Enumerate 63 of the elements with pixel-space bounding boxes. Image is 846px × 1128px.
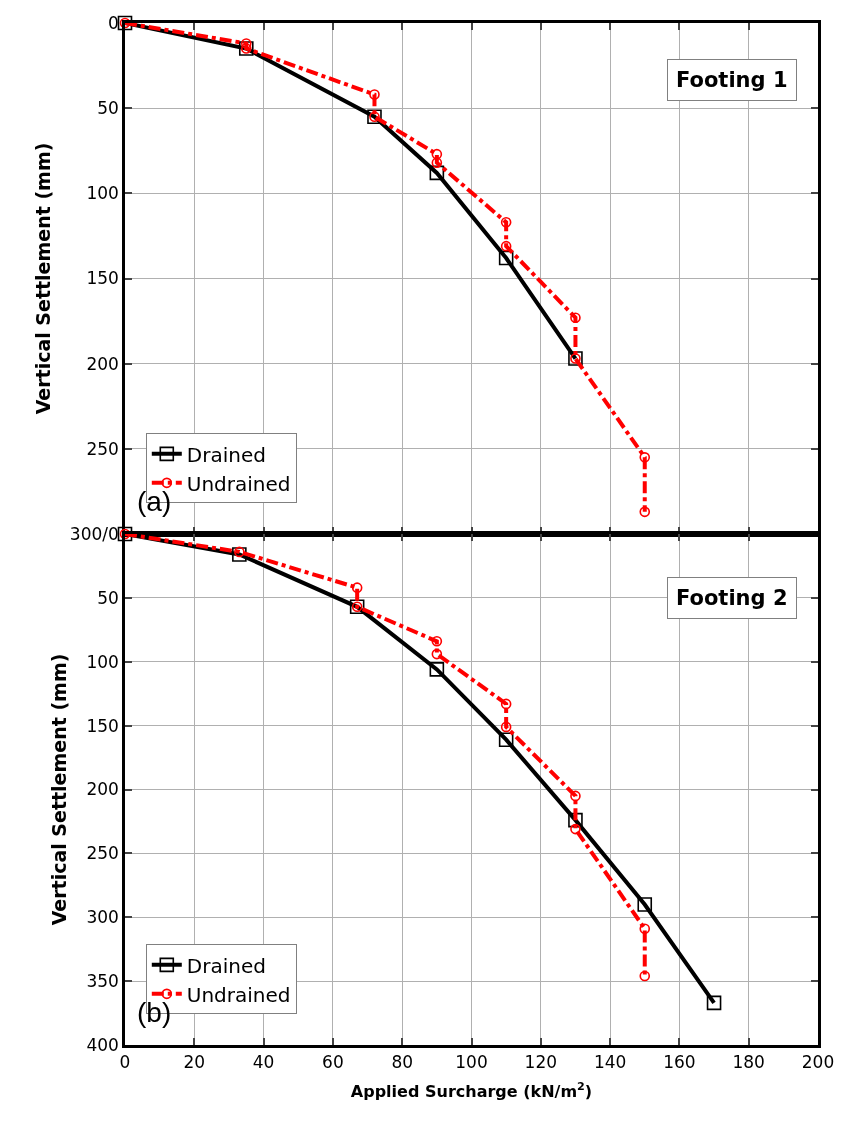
- x-tick-label: 80: [391, 1052, 414, 1073]
- point: [639, 923, 651, 935]
- point: [429, 662, 445, 677]
- y-axis-title: Vertical Settlement (mm): [48, 653, 71, 926]
- point: [570, 823, 581, 835]
- legend-label: Undrained: [186, 982, 291, 1007]
- x-tick-label: 100: [455, 1052, 488, 1073]
- y-tick-label: 300: [86, 907, 119, 928]
- x-tick-label: 40: [252, 1052, 275, 1073]
- x-tick-label: 60: [322, 1052, 344, 1073]
- annotation: (a): [137, 486, 172, 517]
- y-tick-label: 150: [86, 715, 119, 736]
- y-tick-label: 400: [86, 1034, 119, 1055]
- point: [498, 250, 514, 266]
- point: [431, 648, 443, 660]
- point: [570, 790, 581, 802]
- point: [639, 506, 651, 518]
- y-tick-label: 250: [86, 843, 119, 864]
- point: [369, 89, 380, 100]
- annotation: (b): [137, 997, 172, 1028]
- y-axis-title: Vertical Settlement (mm): [31, 142, 54, 415]
- x-tick-label: 200: [801, 1052, 835, 1073]
- point: [500, 721, 512, 733]
- point: [498, 732, 514, 747]
- y-tick-label: 250: [86, 438, 119, 459]
- point: [500, 216, 512, 228]
- point: [639, 970, 651, 982]
- point: [351, 582, 363, 593]
- legend-label: Undrained: [186, 471, 291, 496]
- point: [637, 897, 653, 912]
- x-tick-label: 20: [183, 1052, 206, 1073]
- point: [639, 452, 651, 463]
- x-tick-label: 160: [663, 1052, 696, 1073]
- point: [240, 38, 252, 49]
- y-tick-label: 350: [86, 971, 119, 992]
- point: [431, 636, 443, 647]
- point: [431, 148, 443, 160]
- x-axis-title: Applied Surcharge (kN/m$^{2}$): [350, 1080, 593, 1101]
- point: [570, 312, 581, 323]
- x-tick-label: 120: [524, 1052, 558, 1073]
- point: [568, 812, 583, 828]
- y-tick-label: 200: [86, 779, 119, 800]
- point: [431, 157, 443, 168]
- y-tick-label: 200: [86, 353, 119, 374]
- x-tick-label: 140: [593, 1052, 627, 1073]
- y-tick-label: 50: [97, 587, 119, 608]
- y-tick-label: 0: [108, 12, 119, 33]
- point: [234, 546, 245, 558]
- point: [232, 547, 247, 562]
- y-tick-label: 100: [86, 651, 119, 672]
- legend-label: Drained: [186, 442, 266, 467]
- legend-label: Drained: [186, 953, 266, 978]
- x-tick-label: 180: [732, 1052, 765, 1073]
- point: [500, 698, 512, 710]
- annotation: Footing 1: [676, 68, 788, 92]
- y-tick-label: 100: [86, 183, 119, 204]
- annotation: Footing 2: [676, 586, 788, 610]
- y-tick-label: 150: [86, 268, 119, 289]
- point: [429, 165, 445, 181]
- point: [500, 240, 512, 252]
- point: [706, 995, 722, 1011]
- y-tick-label: 300/0: [69, 523, 119, 544]
- y-tick-label: 50: [97, 98, 119, 119]
